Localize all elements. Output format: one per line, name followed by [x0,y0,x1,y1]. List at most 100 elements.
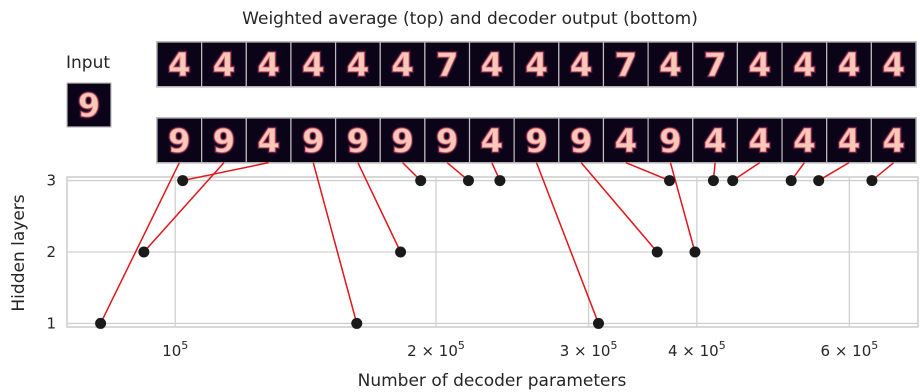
weighted-average-image: 44 [647,41,694,88]
connector-line [182,161,269,182]
svg-text:9: 9 [436,122,458,160]
svg-text:7: 7 [436,46,458,84]
data-point [593,317,605,329]
svg-text:4: 4 [704,122,726,160]
svg-text:4: 4 [481,122,503,160]
svg-text:4: 4 [302,46,324,84]
svg-text:9: 9 [347,122,369,160]
svg-text:9: 9 [391,122,413,160]
weighted-average-image: 44 [781,41,828,88]
svg-text:4: 4 [882,46,904,84]
weighted-average-image: 44 [513,41,560,88]
y-tick-label: 2 [46,243,56,261]
svg-text:7: 7 [615,46,637,84]
svg-text:9: 9 [659,122,681,160]
svg-text:7: 7 [704,46,726,84]
svg-text:4: 4 [615,122,637,160]
svg-text:4: 4 [347,46,369,84]
decoder-output-image: 44 [245,117,292,164]
y-tick-label: 3 [46,172,56,190]
data-point [866,175,878,187]
decoder-output-image: 44 [692,117,739,164]
data-point [689,246,701,258]
svg-text:7: 7 [704,46,726,84]
svg-text:4: 4 [659,46,681,84]
svg-text:4: 4 [749,46,771,84]
connector-line [99,162,180,324]
svg-text:9: 9 [78,88,100,124]
weighted-average-image: 77 [424,41,471,88]
connector-lines [99,161,895,324]
data-point [138,246,150,258]
svg-text:9: 9 [570,122,592,160]
connector-line [357,162,402,253]
x-tick-label: 2 × 105 [407,339,465,360]
svg-text:9: 9 [436,122,458,160]
svg-text:9: 9 [213,122,235,160]
svg-text:9: 9 [525,122,547,160]
connector-line [669,162,696,253]
svg-text:4: 4 [704,122,726,160]
svg-text:9: 9 [347,122,369,160]
svg-text:4: 4 [838,46,860,84]
weighted-average-image: 44 [290,41,337,88]
decoder-output-image: 44 [602,117,649,164]
data-point [351,317,363,329]
connector-line [312,162,358,324]
svg-text:9: 9 [168,122,190,160]
connector-line [143,162,225,253]
svg-text:4: 4 [659,46,681,84]
data-point [651,246,663,258]
connector-line [818,162,850,182]
y-axis-label: Hidden layers [9,194,29,311]
weighted-average-image: 44 [245,41,292,88]
connector-line [580,162,658,253]
decoder-output-image: 99 [647,117,694,164]
data-point [707,175,719,187]
svg-text:4: 4 [391,46,413,84]
svg-text:9: 9 [302,122,324,160]
decoder-output-image: 44 [826,117,872,164]
data-point [95,317,107,329]
weighted-average-image: 44 [379,41,426,88]
x-tick-label: 105 [162,339,188,360]
svg-text:4: 4 [749,122,771,160]
svg-text:4: 4 [213,46,235,84]
data-point [727,175,739,187]
weighted-average-image: 44 [826,41,872,88]
svg-text:4: 4 [391,46,413,84]
svg-text:4: 4 [882,122,904,160]
decoder-output-image: 44 [468,117,515,164]
svg-text:4: 4 [257,46,279,84]
svg-text:4: 4 [793,46,815,84]
svg-text:9: 9 [570,122,592,160]
svg-text:4: 4 [525,46,547,84]
svg-text:4: 4 [257,46,279,84]
svg-text:4: 4 [302,46,324,84]
chart-title: Weighted average (top) and decoder outpu… [242,9,698,29]
y-tick-label: 1 [46,314,56,332]
svg-text:9: 9 [659,122,681,160]
weighted-average-image: 44 [558,41,605,88]
decoder-output-image: 99 [424,117,471,164]
svg-text:4: 4 [570,46,592,84]
weighted-average-image: 44 [156,41,203,88]
data-point [494,175,506,187]
data-point [177,175,189,187]
decoder-output-image: 99 [334,117,381,164]
svg-text:4: 4 [749,46,771,84]
svg-text:4: 4 [525,46,547,84]
x-tick-label: 4 × 105 [668,339,726,360]
plot-area [66,176,919,328]
weighted-average-image: 44 [201,41,247,88]
decoder-output-strip: 99 99 44 99 99 99 99 44 99 99 44 99 44 44 44 44 44 [156,117,917,164]
svg-text:9: 9 [525,122,547,160]
svg-text:4: 4 [793,122,815,160]
weighted-average-image: 44 [334,41,381,88]
x-tick-label: 6 × 105 [821,339,879,360]
data-point [664,175,676,187]
x-axis-label: Number of decoder parameters [358,371,627,391]
svg-text:4: 4 [838,122,860,160]
connector-line [535,162,600,324]
